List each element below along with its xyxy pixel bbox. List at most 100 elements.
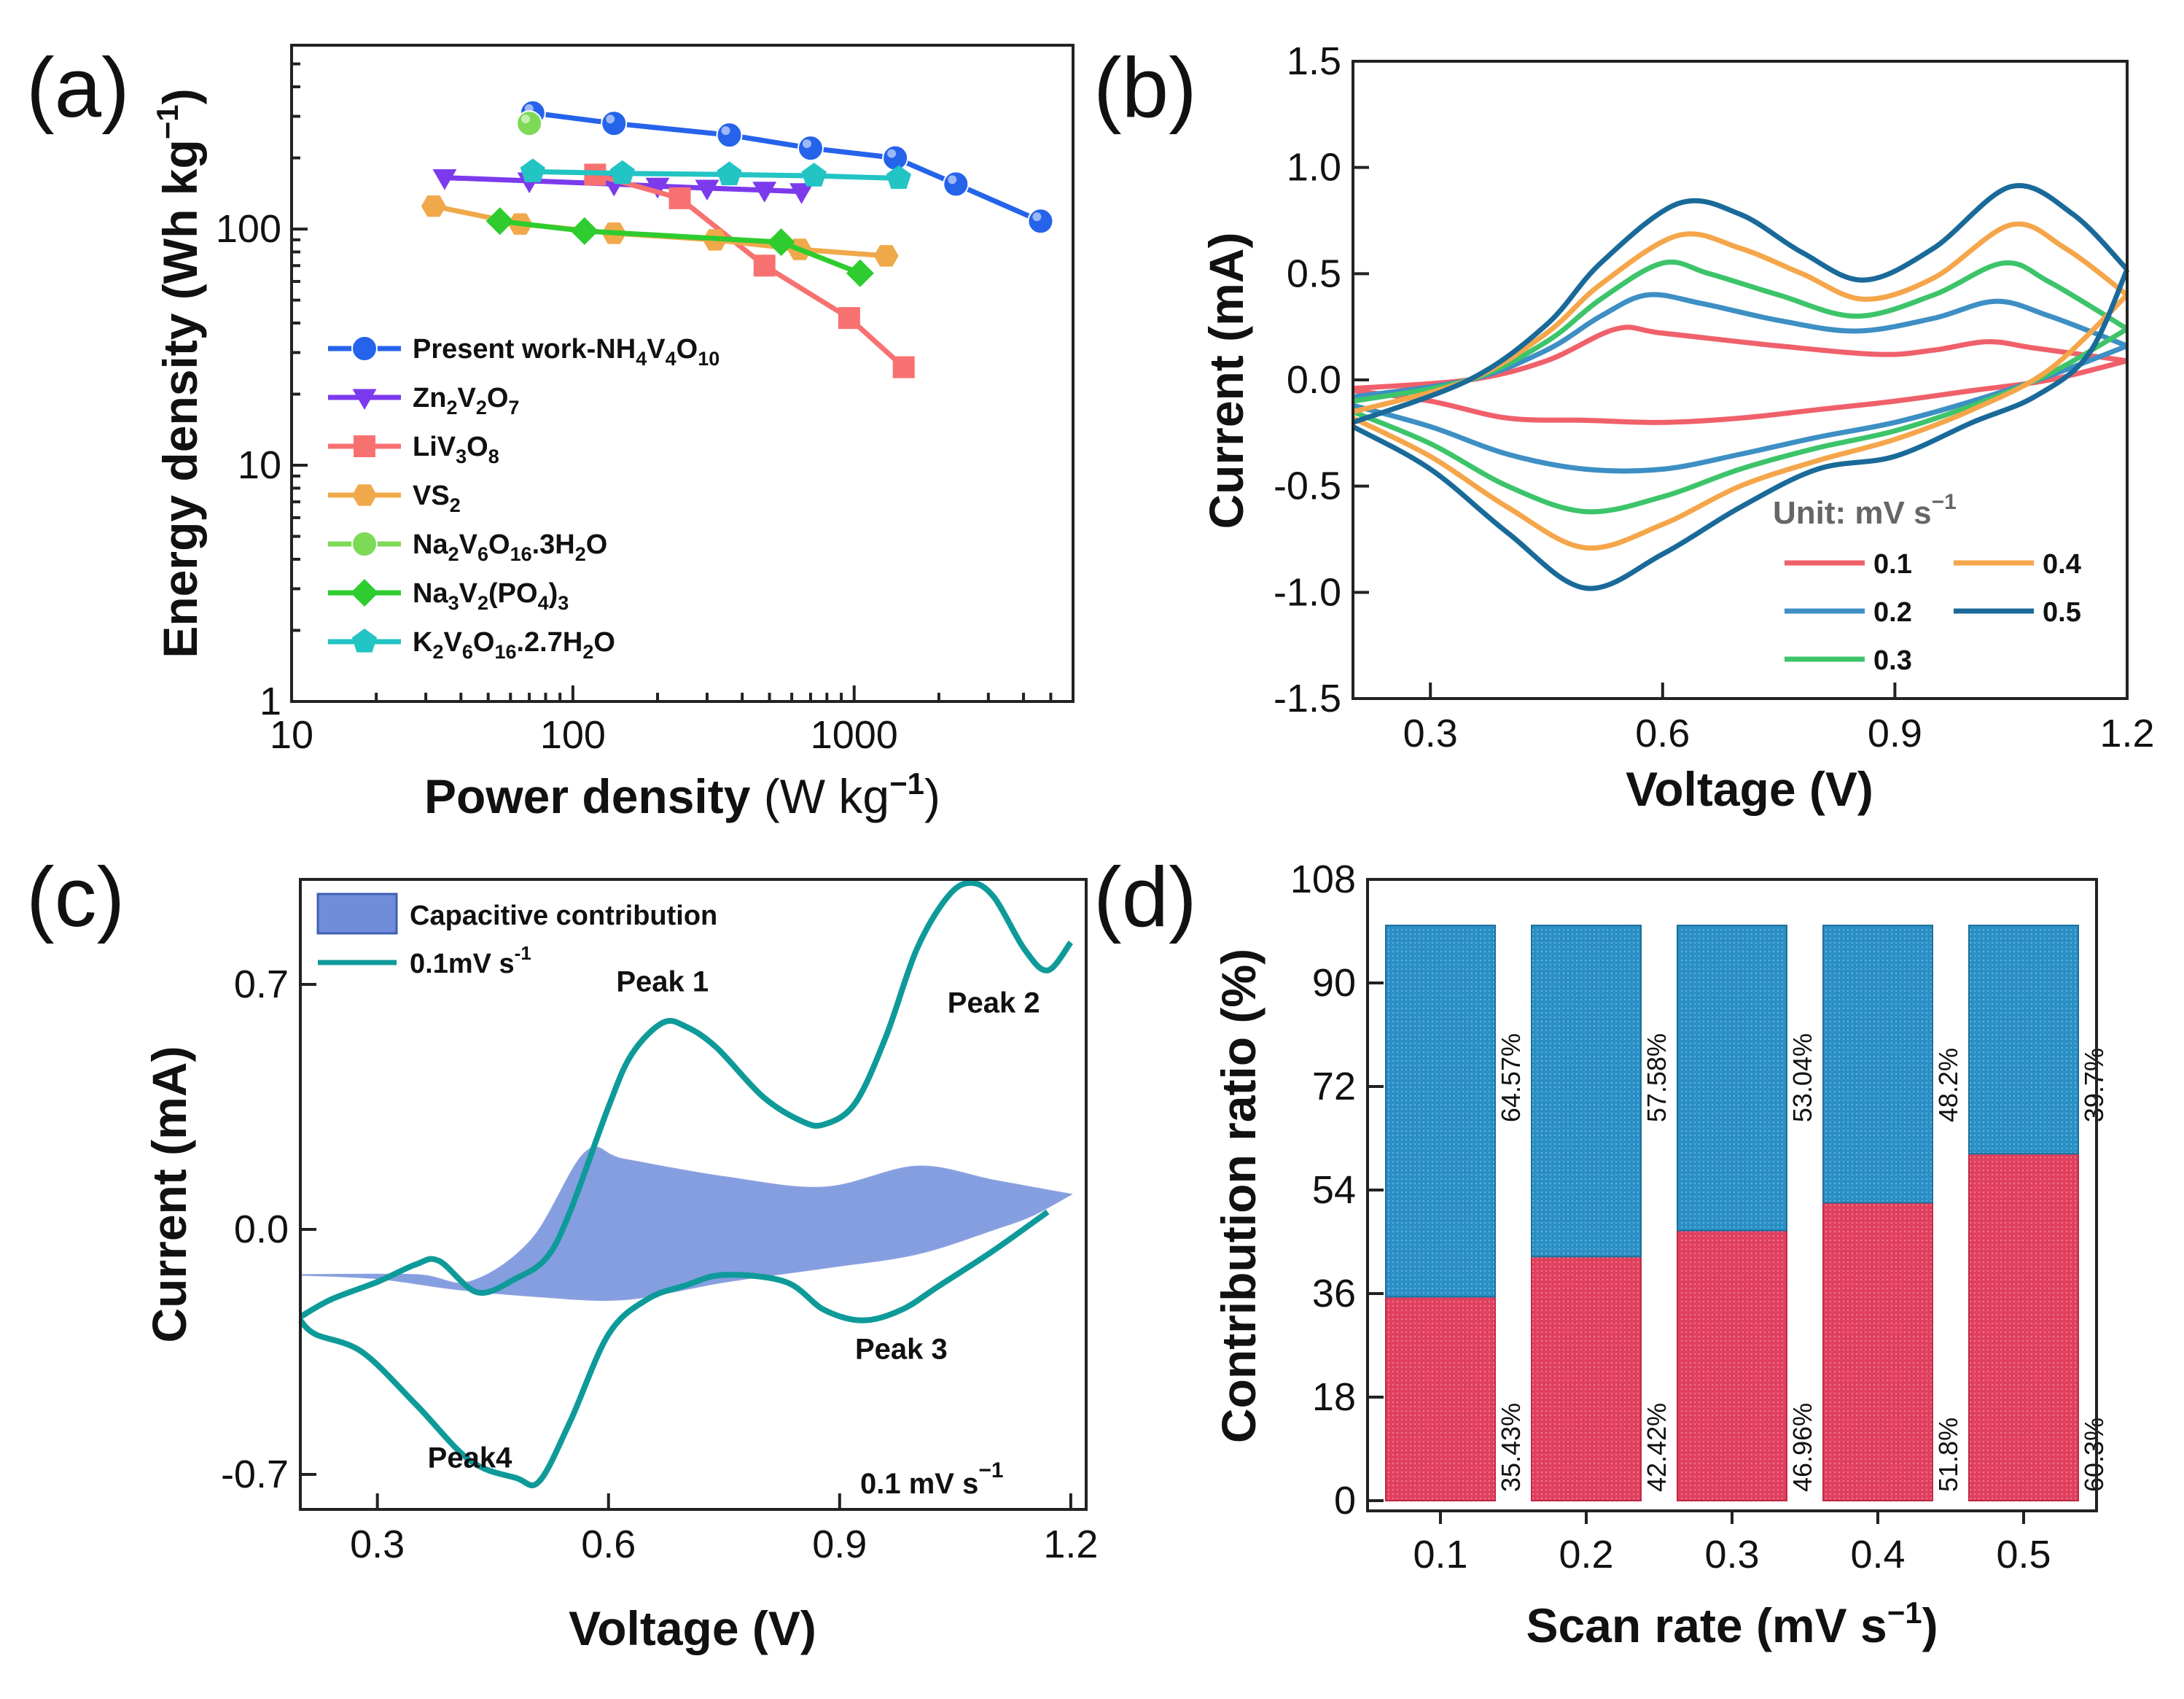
data-point-highlight [802, 139, 811, 149]
bar-capacitive [1822, 1202, 1933, 1502]
x-tick-label: 10 [270, 713, 313, 757]
bar-group-0-4: 51.8% 48.2% [1822, 925, 1963, 1502]
legend-label-part: V [459, 578, 478, 609]
data-point-zn2v2o7 [695, 179, 719, 201]
panel-d-x-ticks: 0.1 0.2 0.3 0.4 0.5 [1413, 1511, 2051, 1576]
data-point-highlight [948, 175, 957, 184]
x-tick-label: 0.1 [1413, 1533, 1467, 1576]
legend-label-part: 16 [494, 641, 516, 663]
y-tick-label: -0.5 [1274, 464, 1341, 508]
legend-entry-0-2: 0.2 [1785, 597, 1912, 628]
x-tick-label: 1.2 [2099, 712, 2154, 755]
panel-d: (d) 35.43% 64.57% 42.42% 57.58% 46.96% 53.04%… [1093, 849, 2109, 1652]
cv-curve-0-1 [1352, 324, 2128, 425]
bar-capacitive [1531, 1256, 1642, 1502]
legend-label-part: LiV [413, 432, 456, 462]
panel-c-legend: Capacitive contribution 0.1mV s-1 [316, 893, 717, 979]
data-point-liv3o8 [668, 187, 691, 209]
legend-label-part: 3 [448, 592, 459, 614]
series-na3v2-po4-3 [485, 207, 874, 287]
legend-entry-vs2: VS2 [328, 481, 461, 516]
data-point-vs2 [421, 195, 446, 217]
bar-group-0-3: 46.96% 53.04% [1677, 925, 1817, 1501]
legend-marker [351, 629, 378, 653]
series-na2v6o16-3h2o [516, 110, 543, 137]
panel-a-label: (a) [26, 40, 130, 135]
panel-c-frame [299, 878, 1088, 1511]
legend-title-text: Unit: mV s [1773, 495, 1932, 531]
cv-cathodic-branch [1352, 292, 2129, 551]
panel-d-y-ticks: 0 18 36 54 72 90 108 [1290, 858, 1384, 1523]
legend-label-part: V [457, 383, 476, 413]
data-point-present-work-nh4v4o10 [1027, 208, 1054, 235]
peak-annotation-peak-1: Peak 1 [616, 966, 709, 998]
y-tick-label: 108 [1290, 858, 1356, 901]
panel-d-plot: 35.43%64.57%42.42%57.58%46.96%53.04%51.8… [1385, 925, 2109, 1502]
legend-label-part: 6 [477, 543, 488, 565]
peak-annotation-peak4: Peak4 [428, 1442, 512, 1474]
legend-label: Na3V2(PO4)3 [413, 578, 569, 614]
legend-marker [354, 435, 375, 457]
legend-title: Unit: mV s−1 [1773, 490, 1957, 531]
panel-a-y-axis-title: Energy density (Wh kg−1) [150, 88, 207, 658]
bar-group-0-5: 60.3% 39.7% [1968, 925, 2109, 1502]
legend-entry-0-4: 0.4 [1954, 549, 2081, 580]
series-liv3o8 [584, 163, 915, 378]
scan-rate-note: 0.1 mV s−1 [860, 1458, 1004, 1500]
legend-label-part: 2 [575, 543, 586, 565]
y-tick-label: -1.5 [1274, 677, 1341, 720]
series-k2v6o16-2-7h2o [520, 158, 911, 189]
data-point-k2v6o16-2-7h2o [886, 165, 911, 189]
data-point-na3v2-po4-3 [570, 217, 598, 245]
y-tick-label: 0.7 [234, 963, 289, 1006]
legend-label: Zn2V2O7 [413, 383, 519, 419]
legend-marker [351, 531, 378, 557]
panel-b-y-ticks: 1.5 1.0 0.5 0.0 -0.5 -1.0 -1.5 [1274, 39, 1369, 720]
y-tick-label: -1.0 [1274, 570, 1341, 614]
bar-capacitive [1385, 1296, 1496, 1502]
cv-curve-return [298, 1209, 1050, 1488]
panel-c-x-axis-title: Voltage (V) [569, 1601, 816, 1655]
y-tick-label: 1 [260, 680, 281, 723]
data-point-present-work-nh4v4o10 [797, 135, 824, 162]
y-tick-label: 0.0 [234, 1208, 289, 1251]
panel-a-x-ticks: 10 100 1000 [270, 685, 1053, 757]
legend-label-part: O [586, 529, 608, 560]
data-point-k2v6o16-2-7h2o [520, 158, 545, 182]
data-point-present-work-nh4v4o10 [716, 122, 743, 149]
panel-c-y-axis-title: Current (mA) [142, 1046, 196, 1343]
panel-c-x-ticks: 0.3 0.6 0.9 1.2 [350, 1493, 1098, 1566]
y-tick-label: 1.0 [1287, 146, 1341, 190]
label-capacitive-pct: 42.42% [1642, 1403, 1672, 1492]
data-point-present-work-nh4v4o10 [943, 171, 970, 198]
legend-label-part: 4 [666, 348, 676, 370]
data-point-na2v6o16-3h2o [516, 110, 543, 137]
capacitive-area [300, 1146, 1073, 1301]
data-point-zn2v2o7 [645, 177, 670, 199]
series-present-work-nh4v4o10 [519, 99, 1054, 235]
data-point-vs2 [873, 245, 899, 267]
label-diffusion-pct: 64.57% [1496, 1033, 1526, 1122]
legend-label-part: .3H [532, 529, 575, 560]
legend-label-part: V [443, 627, 462, 658]
legend-label-part: 2 [446, 397, 457, 419]
x-tick-label: 0.6 [581, 1523, 636, 1566]
label-diffusion-pct: 48.2% [1933, 1048, 1963, 1122]
legend-label-part: VS [413, 481, 450, 511]
legend-label-part: K [413, 627, 433, 658]
panel-c-label: (c) [26, 849, 125, 944]
bar-group-0-2: 42.42% 57.58% [1531, 925, 1672, 1502]
legend-entry-na3v2-po4-3: Na3V2(PO4)3 [328, 578, 569, 614]
y-tick-label: 100 [216, 207, 281, 251]
legend-entry-k2v6o16-2-7h2o: K2V6O16.2.7H2O [328, 627, 615, 663]
legend-label: 0.5 [2043, 597, 2081, 628]
bar-diffusion [1531, 925, 1642, 1258]
legend-label-part: O [473, 627, 495, 658]
legend-label-part: 2 [450, 494, 461, 516]
label-capacitive-pct: 51.8% [1933, 1418, 1963, 1492]
data-point-liv3o8 [838, 307, 860, 330]
panel-b-legend: Unit: mV s−1 0.1 0.2 0.3 0.4 0.5 [1773, 490, 2081, 676]
data-point-k2v6o16-2-7h2o [609, 160, 635, 184]
bar-capacitive [1677, 1229, 1787, 1501]
